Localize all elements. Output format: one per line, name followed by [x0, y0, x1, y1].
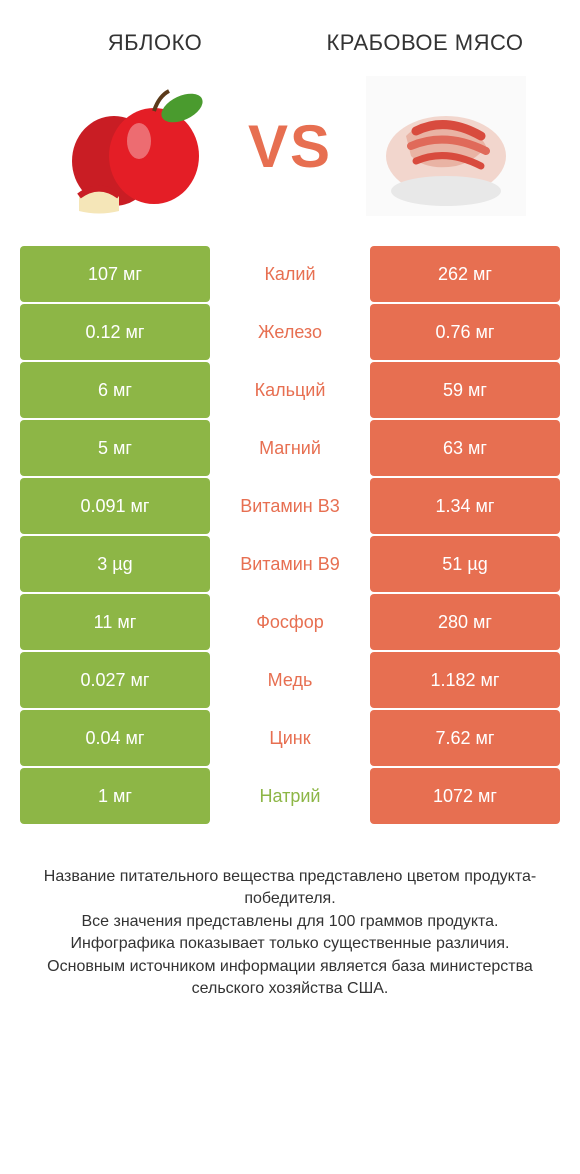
nutrient-label: Цинк: [210, 710, 370, 766]
footer-line: Основным источником информации является …: [30, 956, 550, 1001]
right-value: 63 мг: [370, 420, 560, 476]
right-value: 1072 мг: [370, 768, 560, 824]
right-value: 262 мг: [370, 246, 560, 302]
header-right: Крабовое мясо: [290, 30, 560, 56]
footer-line: Инфографика показывает только существенн…: [30, 933, 550, 955]
left-value: 0.12 мг: [20, 304, 210, 360]
right-image: [332, 66, 560, 226]
table-row: 0.091 мгВитамин B31.34 мг: [20, 478, 560, 534]
left-image: [20, 66, 248, 226]
left-value: 5 мг: [20, 420, 210, 476]
footer-line: Название питательного вещества представл…: [30, 866, 550, 911]
table-row: 6 мгКальций59 мг: [20, 362, 560, 418]
right-value: 0.76 мг: [370, 304, 560, 360]
vs-label: VS: [248, 112, 332, 181]
left-value: 1 мг: [20, 768, 210, 824]
table-row: 1 мгНатрий1072 мг: [20, 768, 560, 824]
right-value: 51 µg: [370, 536, 560, 592]
left-food-title: Яблоко: [20, 30, 290, 56]
footer-line: Все значения представлены для 100 граммо…: [30, 911, 550, 933]
right-value: 280 мг: [370, 594, 560, 650]
table-row: 5 мгМагний63 мг: [20, 420, 560, 476]
left-value: 11 мг: [20, 594, 210, 650]
left-value: 6 мг: [20, 362, 210, 418]
footer-notes: Название питательного вещества представл…: [0, 826, 580, 1020]
nutrient-label: Магний: [210, 420, 370, 476]
nutrient-label: Витамин B3: [210, 478, 370, 534]
table-row: 0.12 мгЖелезо0.76 мг: [20, 304, 560, 360]
nutrient-label: Фосфор: [210, 594, 370, 650]
right-value: 7.62 мг: [370, 710, 560, 766]
table-row: 0.04 мгЦинк7.62 мг: [20, 710, 560, 766]
nutrient-label: Медь: [210, 652, 370, 708]
right-food-title: Крабовое мясо: [290, 30, 560, 56]
nutrient-label: Кальций: [210, 362, 370, 418]
left-value: 3 µg: [20, 536, 210, 592]
right-value: 59 мг: [370, 362, 560, 418]
table-row: 0.027 мгМедь1.182 мг: [20, 652, 560, 708]
nutrient-label: Витамин B9: [210, 536, 370, 592]
table-row: 3 µgВитамин B951 µg: [20, 536, 560, 592]
right-value: 1.182 мг: [370, 652, 560, 708]
nutrient-label: Натрий: [210, 768, 370, 824]
nutrient-label: Железо: [210, 304, 370, 360]
nutrient-label: Калий: [210, 246, 370, 302]
right-value: 1.34 мг: [370, 478, 560, 534]
comparison-table: 107 мгКалий262 мг0.12 мгЖелезо0.76 мг6 м…: [0, 246, 580, 826]
table-row: 11 мгФосфор280 мг: [20, 594, 560, 650]
header-left: Яблоко: [20, 30, 290, 56]
table-row: 107 мгКалий262 мг: [20, 246, 560, 302]
images-row: VS: [0, 66, 580, 246]
crab-meat-icon: [356, 66, 536, 226]
left-value: 0.04 мг: [20, 710, 210, 766]
apple-icon: [44, 66, 224, 226]
left-value: 0.091 мг: [20, 478, 210, 534]
left-value: 0.027 мг: [20, 652, 210, 708]
left-value: 107 мг: [20, 246, 210, 302]
header: Яблоко Крабовое мясо: [0, 0, 580, 66]
